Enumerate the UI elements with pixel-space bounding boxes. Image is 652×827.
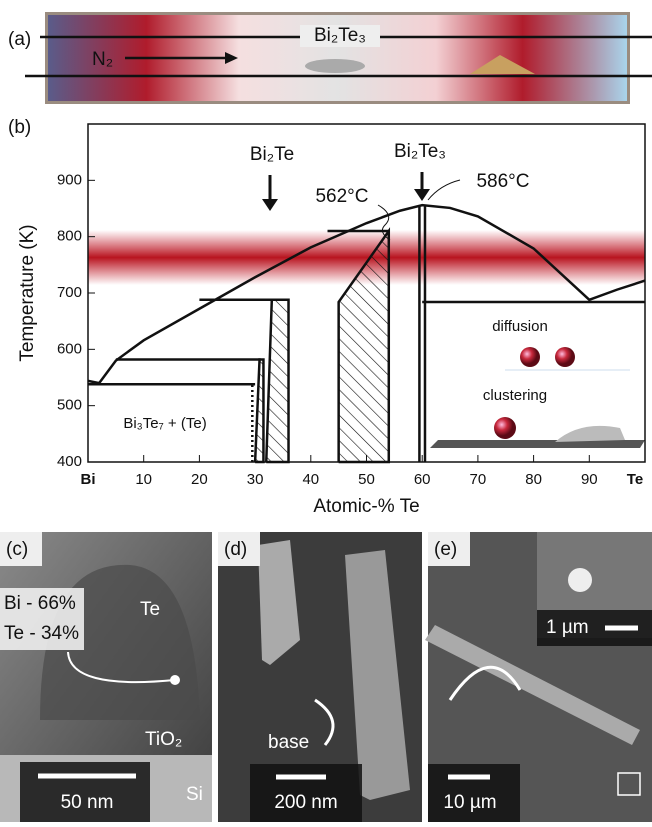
phase-region — [266, 300, 288, 462]
y-axis-label: Temperature (K) — [17, 224, 38, 361]
scale-label: 1 µm — [546, 617, 589, 638]
x-tick-label: 60 — [414, 471, 431, 488]
x-tick-label: 20 — [191, 471, 208, 488]
annotation: Bi₂Te₃ — [394, 141, 446, 162]
annotation: 562°C — [315, 186, 368, 207]
scale-label: 10 µm — [443, 792, 496, 813]
annotation: diffusion — [492, 318, 548, 335]
x-axis-label: Atomic-% Te — [313, 496, 419, 517]
panel-label: (e) — [434, 539, 457, 560]
annotation: Bi₂Te — [250, 144, 294, 165]
arrow-head — [262, 199, 278, 211]
y-tick-label: 400 — [57, 453, 82, 470]
region-label: TiO₂ — [145, 729, 182, 750]
x-tick-label: 30 — [247, 471, 264, 488]
y-tick-label: 800 — [57, 228, 82, 245]
panel-label: (a) — [8, 29, 31, 50]
gas-label: N₂ — [92, 49, 113, 70]
x-tick-label: 90 — [581, 471, 598, 488]
atom — [520, 347, 540, 367]
particle — [568, 568, 592, 592]
scale-label: 50 nm — [61, 792, 114, 813]
region-label: Te — [140, 599, 160, 620]
x-tick-label: 10 — [135, 471, 152, 488]
composition: Te - 34% — [4, 623, 79, 644]
callout: base — [268, 732, 309, 753]
panel-label: (c) — [6, 539, 28, 560]
surface — [430, 440, 645, 448]
x-tick-label: 80 — [525, 471, 542, 488]
y-tick-label: 500 — [57, 397, 82, 414]
x-tick-label: 50 — [358, 471, 375, 488]
y-tick-label: 900 — [57, 171, 82, 188]
y-tick-label: 600 — [57, 340, 82, 357]
annotation: clustering — [483, 387, 547, 404]
x-tick-label: 40 — [302, 471, 319, 488]
annotation: 586°C — [476, 171, 529, 192]
composition: Bi - 66% — [4, 593, 76, 614]
y-tick-label: 700 — [57, 284, 82, 301]
region-label: Si — [186, 784, 203, 805]
atom — [494, 417, 516, 439]
figure: Bi₂Te₃ (a) N₂ (b) 400 500 600 700 800 900 Bi 10… — [0, 0, 652, 822]
leader — [428, 180, 460, 200]
panel-label: (b) — [8, 117, 31, 138]
phase-region — [255, 359, 263, 462]
pointer-dot — [170, 675, 180, 685]
source-powder — [305, 59, 365, 73]
compound-label: Bi₂Te₃ — [314, 25, 366, 46]
x-tick-label: 70 — [470, 471, 487, 488]
x-tick-label: Te — [627, 471, 643, 488]
scale-label: 200 nm — [274, 792, 337, 813]
arrow-head — [414, 189, 430, 201]
x-tick-label: Bi — [81, 471, 96, 488]
panel-label: (d) — [224, 539, 247, 560]
atom — [555, 347, 575, 367]
annotation: Bi₃Te₇ + (Te) — [123, 415, 206, 432]
